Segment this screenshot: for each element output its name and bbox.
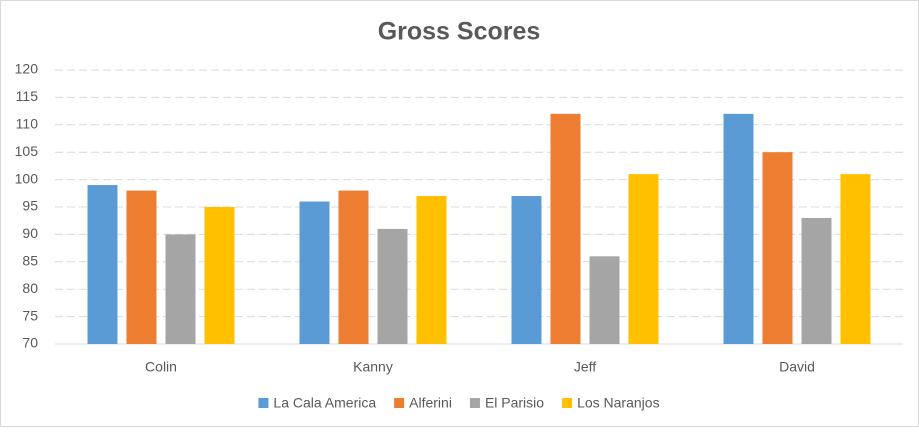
- x-tick-label: Colin: [145, 359, 177, 375]
- x-tick-label: David: [779, 359, 815, 375]
- bar: [589, 256, 620, 344]
- legend-swatch: [258, 398, 269, 408]
- bar: [338, 190, 369, 344]
- bar: [550, 113, 581, 344]
- y-tick-label: 75: [22, 307, 38, 323]
- bar: [416, 196, 447, 344]
- legend-label: Los Naranjos: [577, 395, 660, 411]
- legend-label: Alferini: [409, 395, 452, 411]
- y-tick-label: 120: [15, 61, 39, 77]
- y-tick-label: 95: [22, 198, 38, 214]
- y-tick-label: 105: [15, 143, 39, 159]
- y-tick-label: 115: [16, 88, 39, 104]
- bar: [723, 113, 754, 344]
- bar: [87, 185, 118, 344]
- bar: [628, 174, 659, 344]
- legend-swatch: [394, 398, 405, 408]
- bar: [204, 207, 235, 344]
- bar: [801, 217, 832, 344]
- bar: [377, 228, 408, 344]
- bar: [165, 234, 196, 344]
- x-tick-label: Jeff: [574, 359, 596, 375]
- legend-label: La Cala America: [273, 395, 376, 411]
- y-tick-label: 85: [22, 253, 38, 269]
- legend-swatch: [562, 398, 573, 408]
- bar: [126, 190, 157, 344]
- bar: [511, 196, 542, 344]
- bar: [299, 201, 330, 344]
- legend: La Cala America Alferini El Parisio Los Nar…: [258, 395, 660, 411]
- y-tick-label: 110: [16, 116, 39, 132]
- x-tick-label: Kanny: [353, 359, 393, 375]
- y-tick-label: 70: [22, 335, 38, 351]
- legend-label: El Parisio: [485, 395, 544, 411]
- y-tick-label: 100: [15, 170, 39, 186]
- bar: [840, 174, 871, 344]
- y-tick-label: 90: [22, 225, 38, 241]
- y-tick-label: 80: [22, 280, 38, 296]
- bar: [762, 152, 793, 344]
- legend-swatch: [469, 398, 480, 408]
- chart-title: Gross Scores: [378, 18, 541, 46]
